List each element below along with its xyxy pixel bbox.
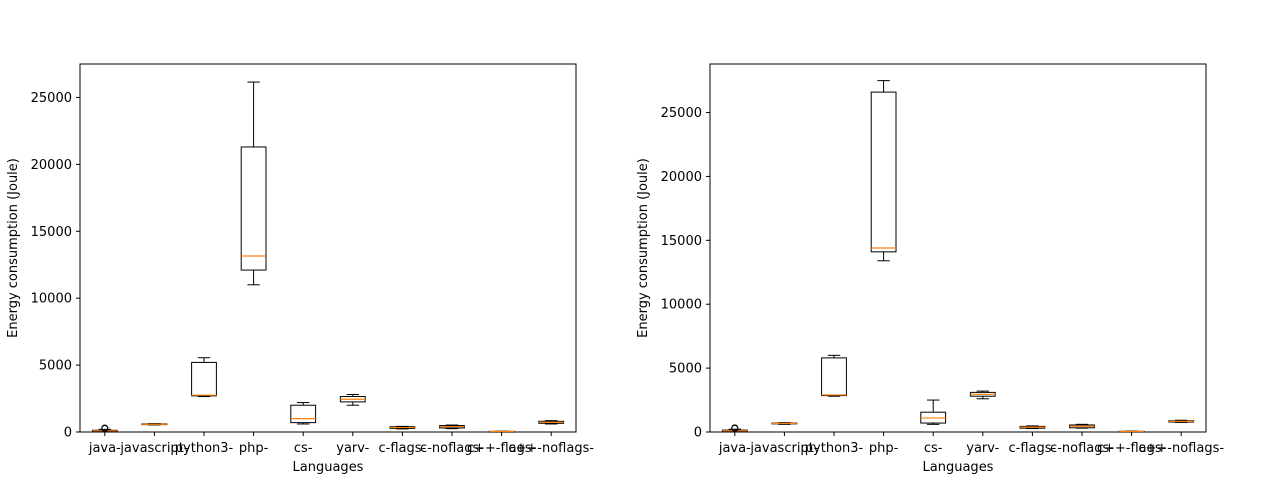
- x-tick-label-0-3: php-: [239, 441, 269, 456]
- box-0-3: [240, 81, 267, 286]
- box-0-0: [91, 424, 118, 433]
- x-tick-label-1-5: yarv-: [966, 441, 999, 456]
- x-tick-label-1-3: php-: [869, 441, 899, 456]
- box-body-0-2: [191, 361, 217, 397]
- x-axis-title-1: Languages: [923, 460, 994, 475]
- y-tick-label-1-0: 0: [694, 426, 702, 441]
- box-1-8: [1118, 430, 1145, 433]
- y-tick-label-1-3: 15000: [661, 234, 702, 249]
- y-tick-label-0-1: 5000: [39, 359, 72, 374]
- y-tick-label-1-2: 10000: [661, 298, 702, 313]
- x-tick-label-1-2: python3-: [805, 441, 864, 456]
- box-1-4: [920, 399, 947, 425]
- chart-panel-left: 0 5000 10000 15000 20000 25000 java-javascript…: [6, 63, 594, 475]
- box-1-6: [1019, 425, 1046, 430]
- box-1-1: [771, 422, 798, 425]
- y-axis-title-0: Energy consumption (Joule): [6, 158, 21, 338]
- box-body-1-3: [870, 91, 897, 253]
- x-tick-label-1-9: c++-noflags-: [1138, 441, 1224, 456]
- x-tick-label-0-8: c++-flags-: [467, 441, 537, 456]
- box-0-6: [389, 425, 416, 430]
- y-tick-label-1-5: 25000: [661, 106, 702, 121]
- y-tick-label-1-4: 20000: [661, 170, 702, 185]
- box-0-1: [141, 423, 168, 426]
- x-tick-label-1-6: c-flags-: [1009, 441, 1057, 456]
- x-tick-label-0-7: c-noflags-: [420, 441, 484, 456]
- y-tick-label-0-5: 25000: [31, 91, 72, 106]
- y-tick-label-0-2: 10000: [31, 292, 72, 307]
- box-1-3: [870, 80, 897, 262]
- axes-frame-1: [709, 63, 1207, 433]
- y-tick-label-0-4: 20000: [31, 158, 72, 173]
- x-tick-label-0-0: java-: [88, 441, 121, 456]
- box-1-9: [1168, 419, 1195, 423]
- box-0-2: [191, 357, 217, 398]
- flier-0-0-1: [101, 424, 109, 432]
- box-0-8: [488, 430, 515, 433]
- x-tick-label-0-6: c-flags-: [379, 441, 427, 456]
- box-1-7: [1069, 423, 1095, 429]
- box-1-5: [969, 390, 996, 400]
- box-body-1-2: [821, 357, 847, 397]
- x-tick-label-0-1: javascript-: [119, 441, 188, 456]
- x-tick-label-0-9: c++-noflags-: [508, 441, 594, 456]
- flier-1-0-1: [731, 424, 739, 432]
- box-0-4: [290, 402, 317, 425]
- box-body-0-3: [240, 146, 267, 271]
- x-axis-title-0: Languages: [293, 460, 364, 475]
- x-tick-label-1-4: cs-: [924, 441, 943, 456]
- x-tick-label-1-7: c-noflags-: [1050, 441, 1114, 456]
- chart-panel-right: 0 5000 10000 15000 20000 25000 java-javascript…: [636, 63, 1224, 475]
- x-tick-label-1-1: javascript-: [749, 441, 818, 456]
- x-tick-label-1-0: java-: [718, 441, 751, 456]
- box-body-0-4: [290, 404, 317, 424]
- box-0-7: [439, 424, 465, 430]
- x-tick-label-0-2: python3-: [175, 441, 234, 456]
- x-tick-label-0-5: yarv-: [336, 441, 369, 456]
- box-1-2: [821, 354, 847, 397]
- x-tick-label-1-8: c++-flags-: [1097, 441, 1167, 456]
- x-tick-label-0-4: cs-: [294, 441, 313, 456]
- axes-frame-0: [79, 63, 577, 433]
- y-tick-label-0-3: 15000: [31, 225, 72, 240]
- box-0-9: [538, 420, 565, 425]
- y-tick-label-0-0: 0: [64, 426, 72, 441]
- y-tick-label-1-1: 5000: [669, 362, 702, 377]
- box-0-5: [339, 394, 366, 406]
- y-axis-title-1: Energy consumption (Joule): [636, 158, 651, 338]
- box-1-0: [721, 424, 748, 432]
